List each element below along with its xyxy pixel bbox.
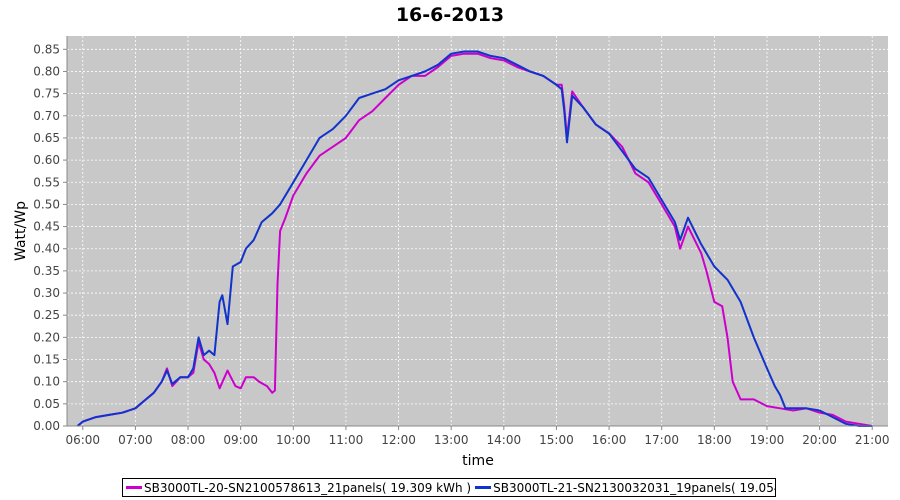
- legend-swatch-1: [126, 486, 142, 489]
- y-tick-label: 0.75: [33, 87, 60, 101]
- series-line-2: [76, 50, 873, 427]
- y-tick-label: 0.45: [33, 220, 60, 234]
- plot-area: [67, 36, 888, 426]
- y-tick-label: 0.30: [33, 286, 60, 300]
- y-axis-label: Watt/Wp: [13, 201, 29, 261]
- legend-swatch-2: [475, 486, 492, 489]
- y-tick-label: 0.65: [33, 131, 60, 145]
- y-tick-label: 0.35: [33, 264, 60, 278]
- legend-item-2: SB3000TL-21-SN2130032031_19panels( 19.05…: [475, 480, 775, 495]
- x-tick-label: 13:00: [434, 433, 469, 447]
- y-tick-label: 0.60: [33, 153, 60, 167]
- y-tick-label: 0.40: [33, 242, 60, 256]
- legend-label-2: SB3000TL-21-SN2130032031_19panels( 19.05…: [493, 480, 775, 495]
- y-tick-label: 0.00: [33, 419, 60, 433]
- y-tick-label: 0.80: [33, 64, 60, 78]
- x-tick-label: 17:00: [644, 433, 679, 447]
- y-tick-label: 0.15: [33, 353, 60, 367]
- x-tick-label: 06:00: [65, 433, 100, 447]
- x-tick-label: 11:00: [329, 433, 364, 447]
- y-tick-label: 0.25: [33, 308, 60, 322]
- legend: SB3000TL-20-SN2100578613_21panels( 19.30…: [122, 478, 776, 497]
- series-lines: [76, 50, 873, 427]
- x-tick-label: 15:00: [539, 433, 574, 447]
- x-tick-label: 19:00: [750, 433, 785, 447]
- x-tick-label: 16:00: [592, 433, 627, 447]
- x-tick-label: 20:00: [802, 433, 837, 447]
- x-tick-label: 12:00: [381, 433, 416, 447]
- x-tick-label: 09:00: [223, 433, 258, 447]
- x-ticks: 06:00 07:00 08:00 09:00 10:00 11:00 12:00 13:00…: [65, 426, 890, 447]
- y-tick-label: 0.50: [33, 197, 60, 211]
- y-ticks: 0.00 0.05 0.10 0.15 0.20 0.25 0.30 0.35 0.40 0.45…: [33, 42, 67, 433]
- x-tick-label: 21:00: [855, 433, 890, 447]
- x-tick-label: 10:00: [276, 433, 311, 447]
- x-tick-label: 14:00: [487, 433, 522, 447]
- y-tick-label: 0.70: [33, 109, 60, 123]
- x-tick-label: 18:00: [697, 433, 732, 447]
- y-tick-label: 0.10: [33, 375, 60, 389]
- y-tick-label: 0.05: [33, 397, 60, 411]
- x-tick-label: 07:00: [118, 433, 153, 447]
- legend-label-1: SB3000TL-20-SN2100578613_21panels( 19.30…: [144, 480, 472, 495]
- y-tick-label: 0.55: [33, 175, 60, 189]
- legend-item-1: SB3000TL-20-SN2100578613_21panels( 19.30…: [126, 481, 471, 495]
- x-tick-label: 08:00: [171, 433, 206, 447]
- chart-title: 16-6-2013: [396, 4, 504, 26]
- y-tick-label: 0.20: [33, 330, 60, 344]
- y-tick-label: 0.85: [33, 42, 60, 56]
- x-axis-label: time: [462, 453, 494, 469]
